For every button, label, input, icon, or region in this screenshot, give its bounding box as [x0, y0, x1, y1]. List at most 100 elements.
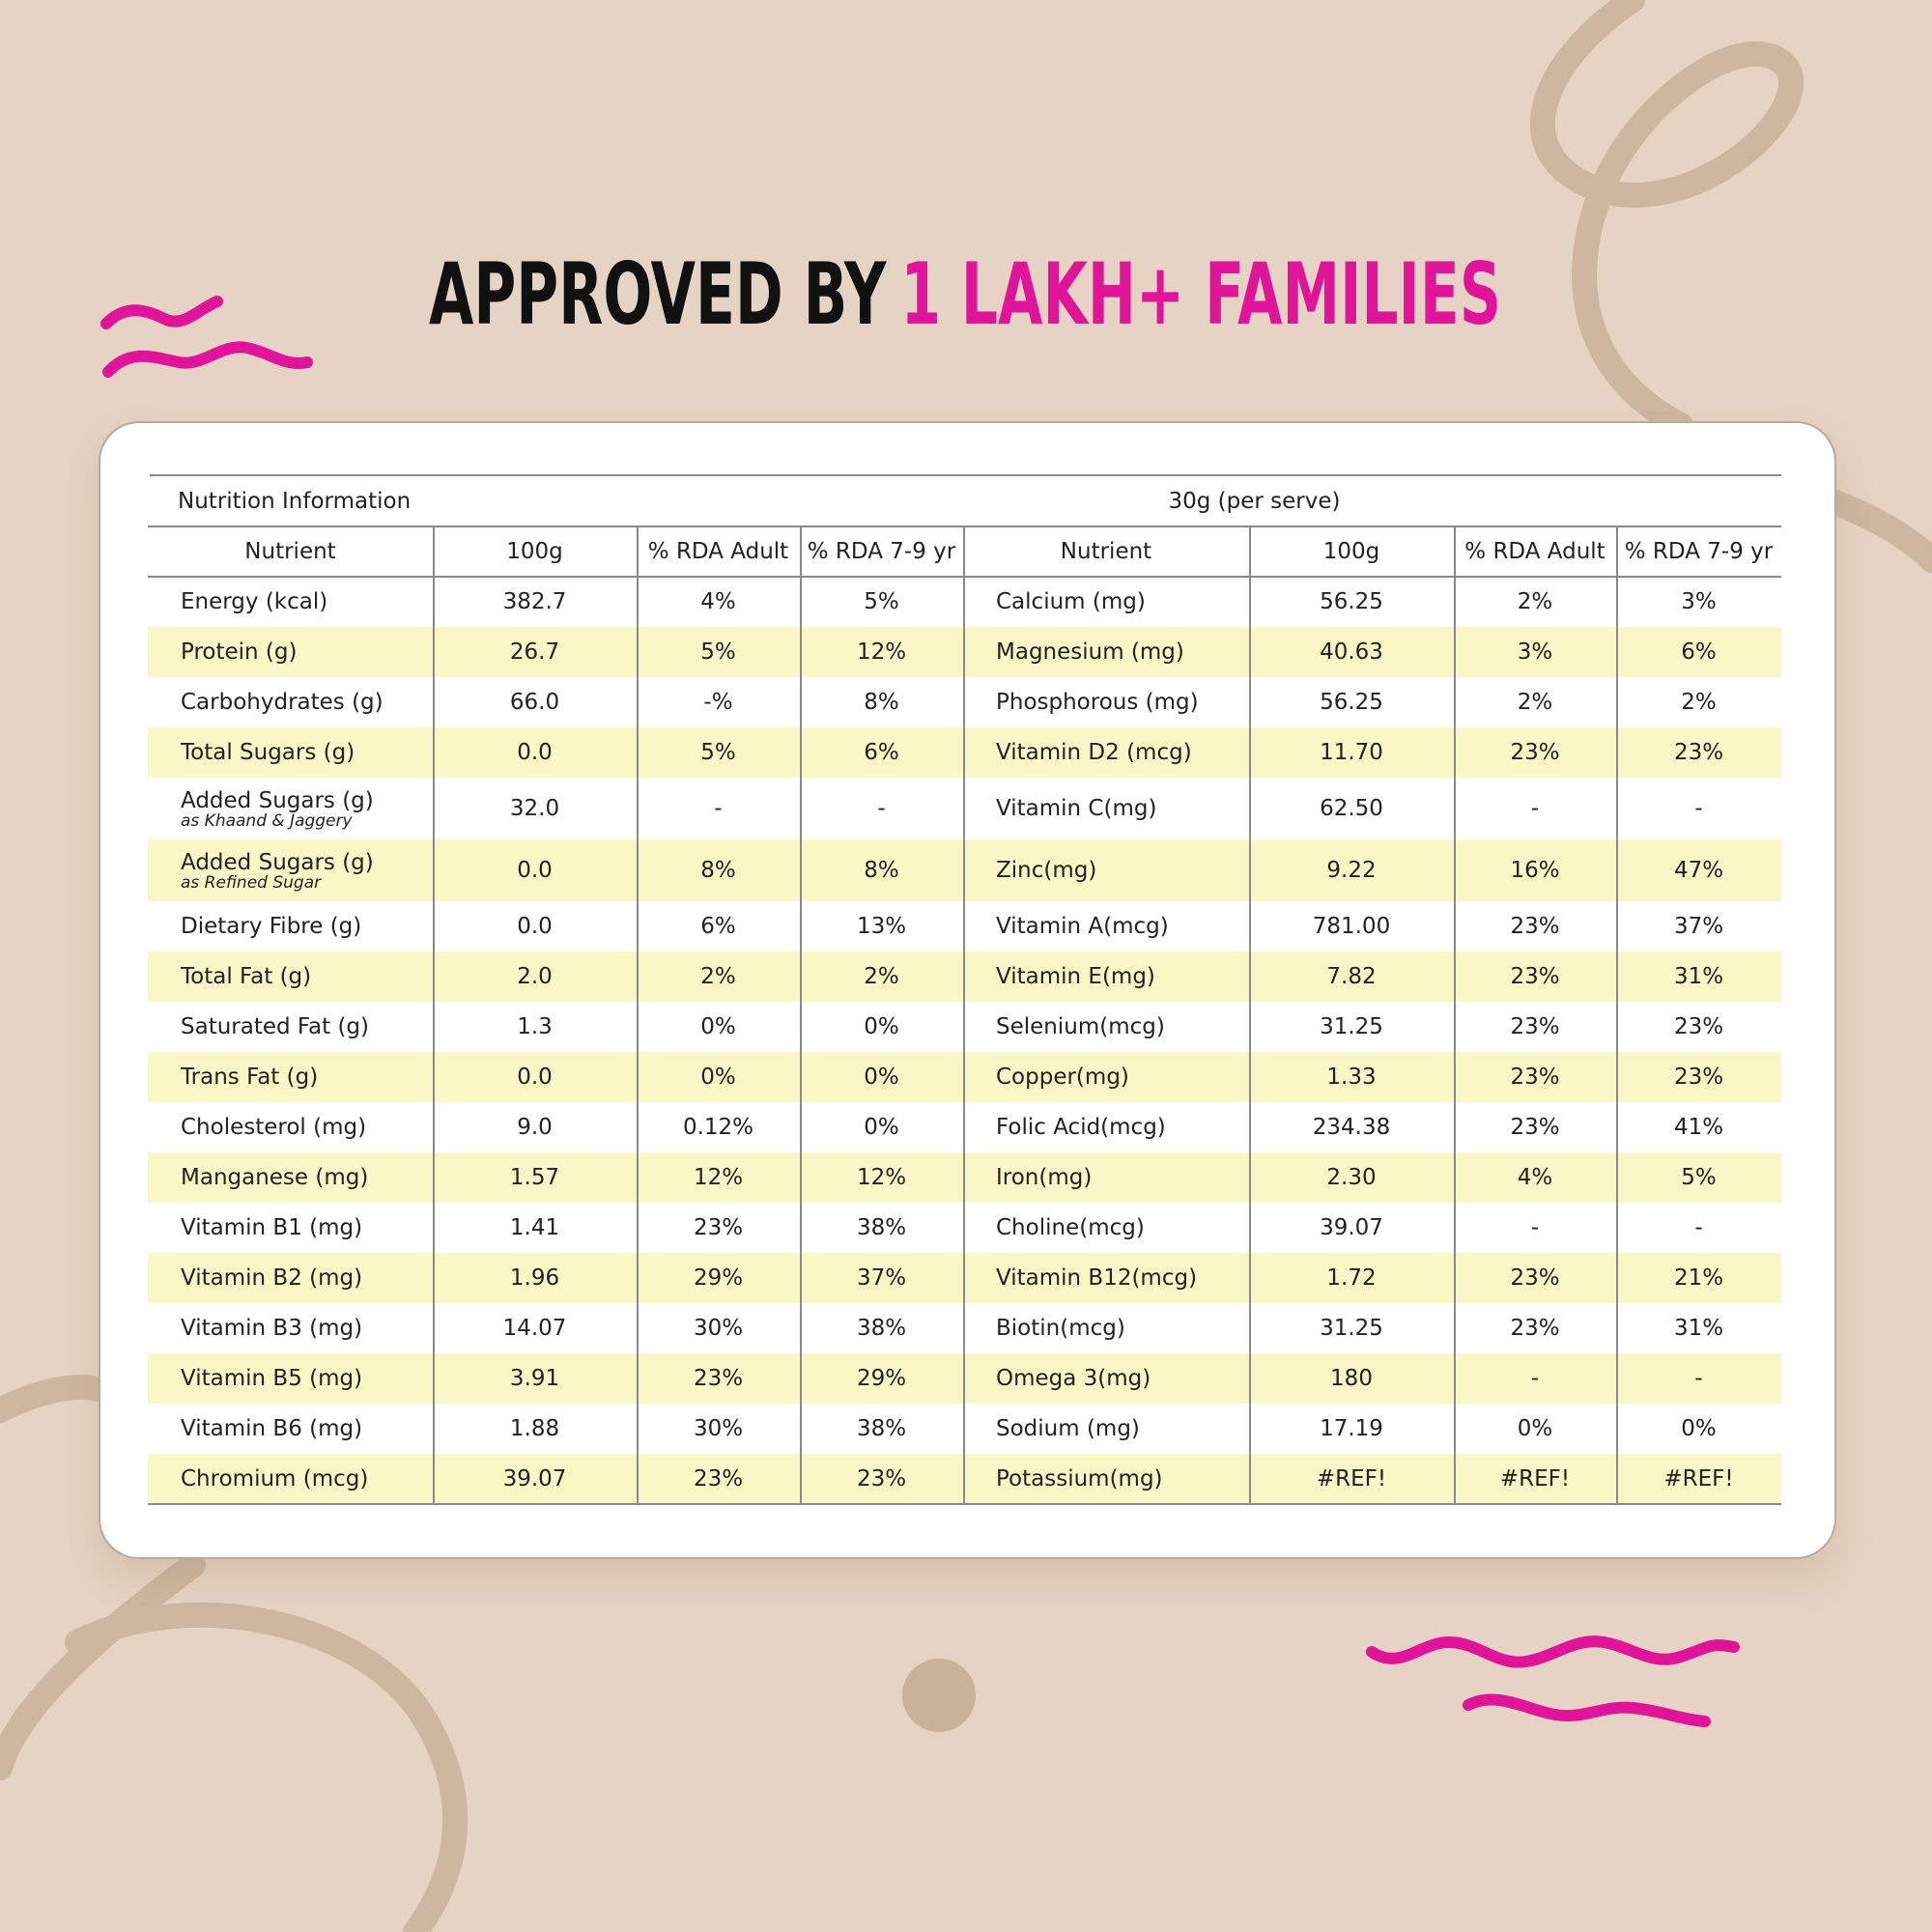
nutrient-value: -	[1616, 1353, 1781, 1404]
cell-text: 23%	[1510, 1065, 1560, 1090]
cell-text: 1.88	[509, 1416, 560, 1441]
swirl-bottom-left	[0, 1552, 468, 1932]
nutrient-value: 0%	[800, 1052, 963, 1102]
nutrient-name: Choline(mcg)	[963, 1203, 1249, 1253]
nutrient-value: 38%	[800, 1404, 963, 1454]
nutrient-value: 32.0	[433, 778, 637, 839]
cell-text: Protein (g)	[181, 639, 298, 665]
column-rule	[800, 526, 802, 1504]
cell-text: Iron(mg)	[996, 1165, 1093, 1190]
cell-text: 23%	[1673, 1065, 1724, 1090]
nutrient-value: 26.7	[433, 627, 637, 677]
cell-text: #REF!	[1499, 1466, 1571, 1492]
nutrient-value: 31%	[1616, 952, 1781, 1002]
cell-text: -	[714, 796, 723, 821]
nutrient-name: Selenium(mcg)	[963, 1002, 1249, 1052]
row-highlight	[148, 627, 1781, 677]
cell-text: 8%	[864, 858, 899, 883]
nutrient-value: 17.19	[1249, 1404, 1454, 1454]
cell-text: Zinc(mg)	[996, 858, 1097, 883]
nutrient-value: 0.0	[433, 727, 637, 778]
cell-text: 7.82	[1326, 964, 1377, 989]
nutrient-value: 62.50	[1249, 778, 1454, 839]
cell-text: 40.63	[1320, 639, 1383, 665]
cell-text: Vitamin C(mg)	[996, 796, 1157, 821]
nutrient-value: 4%	[1454, 1152, 1616, 1203]
nutrient-value: -	[800, 778, 963, 839]
nutrient-value: 5%	[637, 627, 800, 677]
nutrient-value: 1.33	[1249, 1052, 1454, 1102]
nutrient-name: Dietary Fibre (g)	[148, 901, 433, 952]
cell-text: 13%	[856, 914, 907, 939]
nutrient-value: 23%	[1454, 1052, 1616, 1102]
cell-note: as Refined Sugar	[181, 872, 322, 893]
nutrient-name: Saturated Fat (g)	[148, 1002, 433, 1052]
cell-text: 0%	[864, 1014, 899, 1039]
nutrient-value: 23%	[1454, 1303, 1616, 1353]
nutrient-value: 31.25	[1249, 1002, 1454, 1052]
cell-text: 0.0	[517, 1065, 553, 1090]
column-rule	[963, 526, 965, 1504]
nutrient-name: Vitamin A(mcg)	[963, 901, 1249, 952]
cell-text: -	[1694, 1366, 1703, 1391]
nutrient-value: -	[1454, 778, 1616, 839]
nutrient-name: Total Sugars (g)	[148, 727, 433, 778]
nutrient-name: Vitamin D2 (mcg)	[963, 727, 1249, 778]
cell-text: 1.33	[1326, 1065, 1377, 1090]
cell-text: 0.0	[517, 740, 553, 765]
serving-size: 30g (per serve)	[1168, 488, 1341, 514]
column-rule	[1249, 526, 1251, 1504]
nutrient-value: 781.00	[1249, 901, 1454, 952]
nutrient-value: 29%	[800, 1353, 963, 1404]
cell-text: 32.0	[509, 796, 560, 821]
cell-text: 234.38	[1312, 1115, 1391, 1140]
nutrient-value: 23%	[1616, 1052, 1781, 1102]
cell-text: 23%	[693, 1366, 744, 1391]
cell-text: 23%	[1510, 740, 1560, 765]
nutrient-value: 9.22	[1249, 839, 1454, 901]
cell-text: 0.0	[517, 858, 553, 883]
nutrient-value: 23%	[637, 1203, 800, 1253]
nutrient-value: 2%	[1454, 677, 1616, 727]
nutrient-value: 4%	[637, 577, 800, 627]
cell-text: Total Sugars (g)	[181, 740, 355, 765]
nutrient-value: 0%	[1454, 1404, 1616, 1454]
column-header: % RDA 7-9 yr	[1624, 539, 1774, 564]
row-highlight	[148, 1454, 1781, 1504]
nutrient-value: 0%	[637, 1052, 800, 1102]
cell-text: 0%	[1681, 1416, 1717, 1441]
cell-text: Total Fat (g)	[181, 964, 312, 989]
cell-text: 2.0	[517, 964, 553, 989]
cell-text: Vitamin D2 (mcg)	[996, 740, 1192, 765]
nutrient-name: Vitamin B2 (mg)	[148, 1253, 433, 1303]
nutrient-value: 23%	[637, 1454, 800, 1504]
cell-text: Vitamin B2 (mg)	[181, 1265, 363, 1291]
rule	[148, 576, 1781, 578]
cell-text: Manganese (mg)	[181, 1165, 369, 1190]
nutrient-value: 1.3	[433, 1002, 637, 1052]
nutrient-value: 0.12%	[637, 1102, 800, 1152]
nutrient-value: -	[1616, 778, 1781, 839]
cell-text: 66.0	[509, 690, 560, 715]
cell-text: 0%	[700, 1065, 736, 1090]
nutrient-value: 23%	[1454, 727, 1616, 778]
nutrient-name: Phosphorous (mg)	[963, 677, 1249, 727]
rule	[150, 474, 1781, 476]
cell-text: 56.25	[1320, 690, 1383, 715]
cell-text: 31%	[1673, 964, 1724, 989]
nutrient-value: 14.07	[433, 1303, 637, 1353]
cell-text: 2%	[1681, 690, 1717, 715]
nutrient-value: 6%	[637, 901, 800, 952]
nutrient-name: Energy (kcal)	[148, 577, 433, 627]
nutrient-name: Vitamin B12(mcg)	[963, 1253, 1249, 1303]
cell-text: Vitamin A(mcg)	[996, 914, 1169, 939]
cell-text: Folic Acid(mcg)	[996, 1115, 1166, 1140]
cell-text: 5%	[700, 740, 736, 765]
nutrient-value: 23%	[1616, 727, 1781, 778]
cell-text: 21%	[1673, 1265, 1724, 1291]
nutrient-name: Vitamin C(mg)	[963, 778, 1249, 839]
nutrient-value: 0%	[800, 1102, 963, 1152]
column-header: Nutrient	[244, 539, 336, 564]
cell-text: -%	[703, 690, 733, 715]
nutrient-value: 0.0	[433, 1052, 637, 1102]
